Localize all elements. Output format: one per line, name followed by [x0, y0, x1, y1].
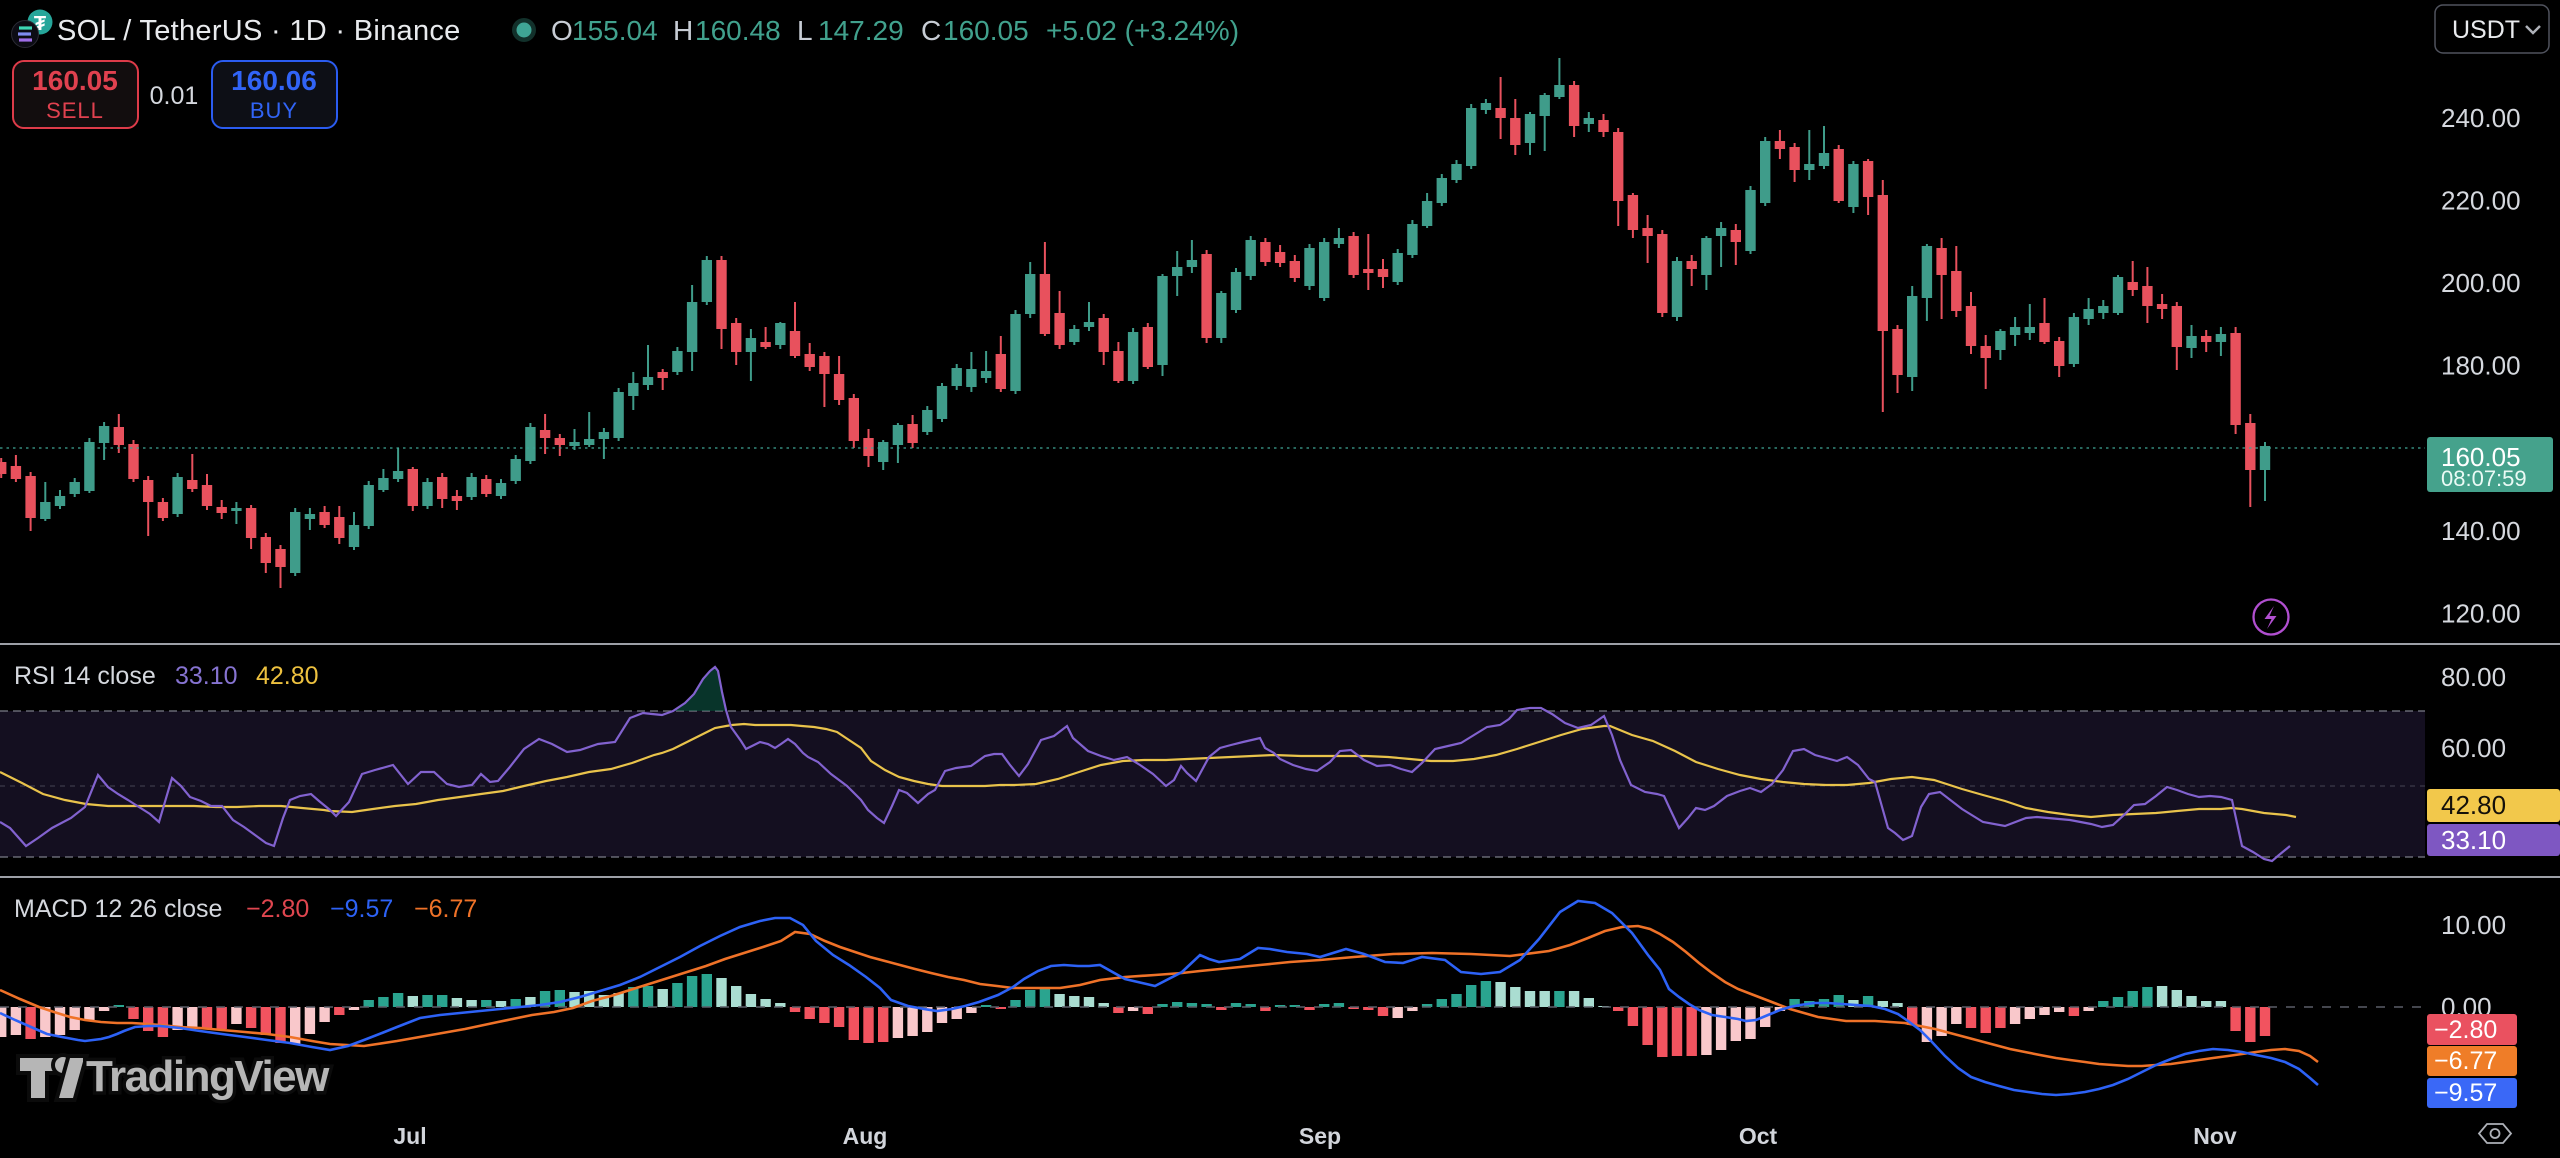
svg-text:SOL / TetherUS · 1D · Binance: SOL / TetherUS · 1D · Binance: [57, 15, 461, 47]
svg-text:147.29: 147.29: [818, 15, 904, 46]
svg-text:TradingView: TradingView: [86, 1052, 330, 1101]
svg-text:120.00: 120.00: [2441, 599, 2521, 629]
svg-text:160.06: 160.06: [231, 65, 317, 96]
svg-text:0.01: 0.01: [150, 82, 199, 110]
svg-text:Jul: Jul: [393, 1123, 426, 1149]
svg-text:SELL: SELL: [46, 98, 104, 123]
svg-text:BUY: BUY: [250, 98, 298, 123]
svg-text:160.05: 160.05: [2441, 442, 2521, 472]
svg-text:10.00: 10.00: [2441, 910, 2506, 940]
svg-text:+5.02 (+3.24%): +5.02 (+3.24%): [1046, 15, 1239, 46]
svg-text:C: C: [921, 15, 941, 46]
svg-text:USDT: USDT: [2452, 16, 2520, 44]
svg-text:H: H: [673, 15, 693, 46]
svg-text:42.80: 42.80: [2441, 790, 2506, 820]
svg-text:160.05: 160.05: [943, 15, 1029, 46]
svg-text:−2.80: −2.80: [2434, 1016, 2497, 1044]
svg-text:160.05: 160.05: [32, 65, 118, 96]
svg-text:180.00: 180.00: [2441, 351, 2521, 381]
svg-text:O: O: [551, 15, 573, 46]
svg-text:−2.80: −2.80: [246, 895, 309, 923]
svg-text:220.00: 220.00: [2441, 186, 2521, 216]
svg-text:08:07:59: 08:07:59: [2441, 466, 2527, 491]
svg-text:−6.77: −6.77: [2434, 1047, 2497, 1075]
svg-text:MACD 12 26 close: MACD 12 26 close: [14, 895, 222, 923]
svg-text:33.10: 33.10: [2441, 825, 2506, 855]
svg-text:−6.77: −6.77: [414, 895, 477, 923]
svg-text:200.00: 200.00: [2441, 268, 2521, 298]
svg-text:60.00: 60.00: [2441, 733, 2506, 763]
svg-text:−9.57: −9.57: [330, 895, 393, 923]
svg-text:140.00: 140.00: [2441, 516, 2521, 546]
svg-text:−9.57: −9.57: [2434, 1079, 2497, 1107]
svg-text:L: L: [797, 15, 813, 46]
svg-text:RSI 14 close: RSI 14 close: [14, 662, 156, 690]
svg-text:Sep: Sep: [1299, 1123, 1341, 1149]
svg-text:155.04: 155.04: [572, 15, 658, 46]
svg-text:42.80: 42.80: [256, 662, 319, 690]
svg-text:Nov: Nov: [2193, 1123, 2237, 1149]
svg-text:80.00: 80.00: [2441, 662, 2506, 692]
svg-text:33.10: 33.10: [175, 662, 238, 690]
svg-text:160.48: 160.48: [695, 15, 781, 46]
svg-text:Aug: Aug: [843, 1123, 888, 1149]
svg-text:240.00: 240.00: [2441, 103, 2521, 133]
svg-text:Oct: Oct: [1739, 1123, 1778, 1149]
